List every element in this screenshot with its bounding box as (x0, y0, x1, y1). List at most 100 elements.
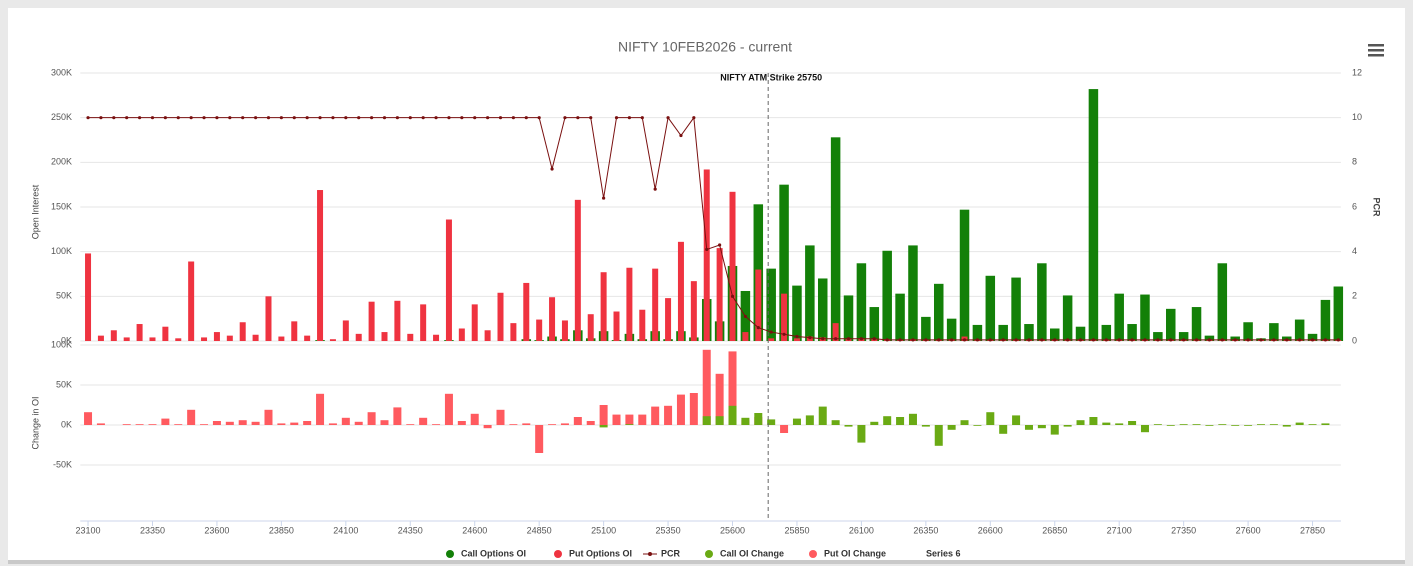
bar (767, 419, 776, 425)
legend-label: Put OI Change (824, 548, 886, 558)
pcr-point (743, 314, 748, 319)
pcr-point (176, 116, 180, 120)
bar (599, 405, 608, 425)
chart-title: NIFTY 10FEB2026 - current (618, 39, 792, 55)
x-tick-label: 24350 (398, 525, 423, 535)
y2-tick-label: 0 (1352, 335, 1357, 345)
y-tick-label: 0K (61, 335, 72, 345)
pcr-point (1194, 338, 1199, 342)
bar (149, 337, 156, 341)
bar (715, 373, 724, 425)
bar (549, 297, 556, 341)
bar (291, 321, 298, 341)
x-tick-label: 24600 (462, 525, 487, 535)
y-tick-label: 150K (51, 201, 72, 211)
x-tick-label: 24850 (527, 525, 552, 535)
bar (496, 409, 505, 425)
bar (483, 425, 492, 429)
bar (1075, 326, 1086, 341)
bar (857, 425, 866, 443)
pcr-point (137, 116, 142, 120)
pcr-point (692, 116, 696, 120)
pcr-point (1272, 338, 1276, 342)
bar (432, 424, 441, 425)
pcr-point (382, 116, 387, 120)
pcr-point (576, 116, 580, 120)
bar (420, 304, 427, 341)
pcr-point (1143, 338, 1147, 342)
bar (84, 412, 93, 425)
pcr-point (305, 116, 309, 120)
menu-button[interactable] (1368, 44, 1384, 57)
bar (1192, 424, 1201, 425)
pcr-point (241, 116, 245, 120)
pcr-point (885, 338, 889, 342)
bar (122, 424, 131, 425)
bar (1012, 415, 1021, 425)
pcr-point (1285, 338, 1289, 342)
bar (484, 330, 491, 341)
bar (213, 332, 220, 341)
pcr-point (1066, 338, 1070, 342)
bar (560, 423, 569, 425)
card-edge (8, 560, 1405, 564)
pcr-point (331, 116, 335, 120)
legend-marker (446, 550, 454, 558)
bar (277, 423, 286, 425)
bar (639, 309, 646, 341)
bar (689, 393, 698, 425)
pcr-point (1040, 338, 1044, 342)
y2-tick-label: 12 (1352, 67, 1362, 77)
y-axis-title: Change in OI (30, 396, 40, 449)
bar (1294, 319, 1305, 341)
bar (665, 298, 672, 341)
pcr-point (1323, 338, 1328, 342)
bar (354, 421, 363, 425)
bar (97, 335, 104, 341)
y2-tick-label: 4 (1352, 246, 1357, 256)
legend-label: Call Options OI (461, 548, 526, 558)
legend-marker (648, 552, 652, 556)
bar (161, 418, 170, 425)
pcr-point (859, 337, 864, 341)
pcr-point (962, 338, 967, 342)
pcr-point (614, 116, 619, 120)
bar (252, 334, 259, 341)
bar (341, 417, 350, 425)
pcr-point (730, 294, 735, 298)
bar (174, 424, 183, 425)
x-tick-label: 25850 (784, 525, 809, 535)
legend-marker (809, 550, 817, 558)
x-tick-label: 23100 (76, 525, 101, 535)
pcr-point (950, 338, 954, 342)
y2-tick-label: 8 (1352, 157, 1357, 167)
pcr-point (447, 116, 451, 120)
bar (1114, 293, 1124, 341)
bar (600, 272, 607, 341)
bar (946, 318, 957, 341)
pcr-point (1078, 338, 1083, 342)
bar (1320, 299, 1331, 341)
pcr-point (1104, 338, 1108, 342)
bar (793, 338, 800, 341)
bar (278, 336, 285, 341)
pcr-point (1220, 338, 1224, 342)
bar (1062, 295, 1073, 341)
bar (1011, 277, 1021, 341)
bar (136, 324, 143, 341)
pcr-point (253, 116, 258, 120)
bar (85, 253, 92, 341)
bar (175, 338, 182, 341)
pcr-point (86, 116, 90, 120)
y2-tick-label: 10 (1352, 112, 1362, 122)
bar (754, 413, 763, 425)
bar (933, 283, 944, 341)
pcr-point (589, 116, 593, 120)
bar (742, 332, 749, 341)
pcr-point (846, 337, 851, 341)
pcr-point (370, 116, 374, 120)
bar (548, 424, 557, 425)
bar (1217, 263, 1228, 341)
bar (1037, 263, 1047, 341)
y-tick-label: 50K (56, 379, 72, 389)
